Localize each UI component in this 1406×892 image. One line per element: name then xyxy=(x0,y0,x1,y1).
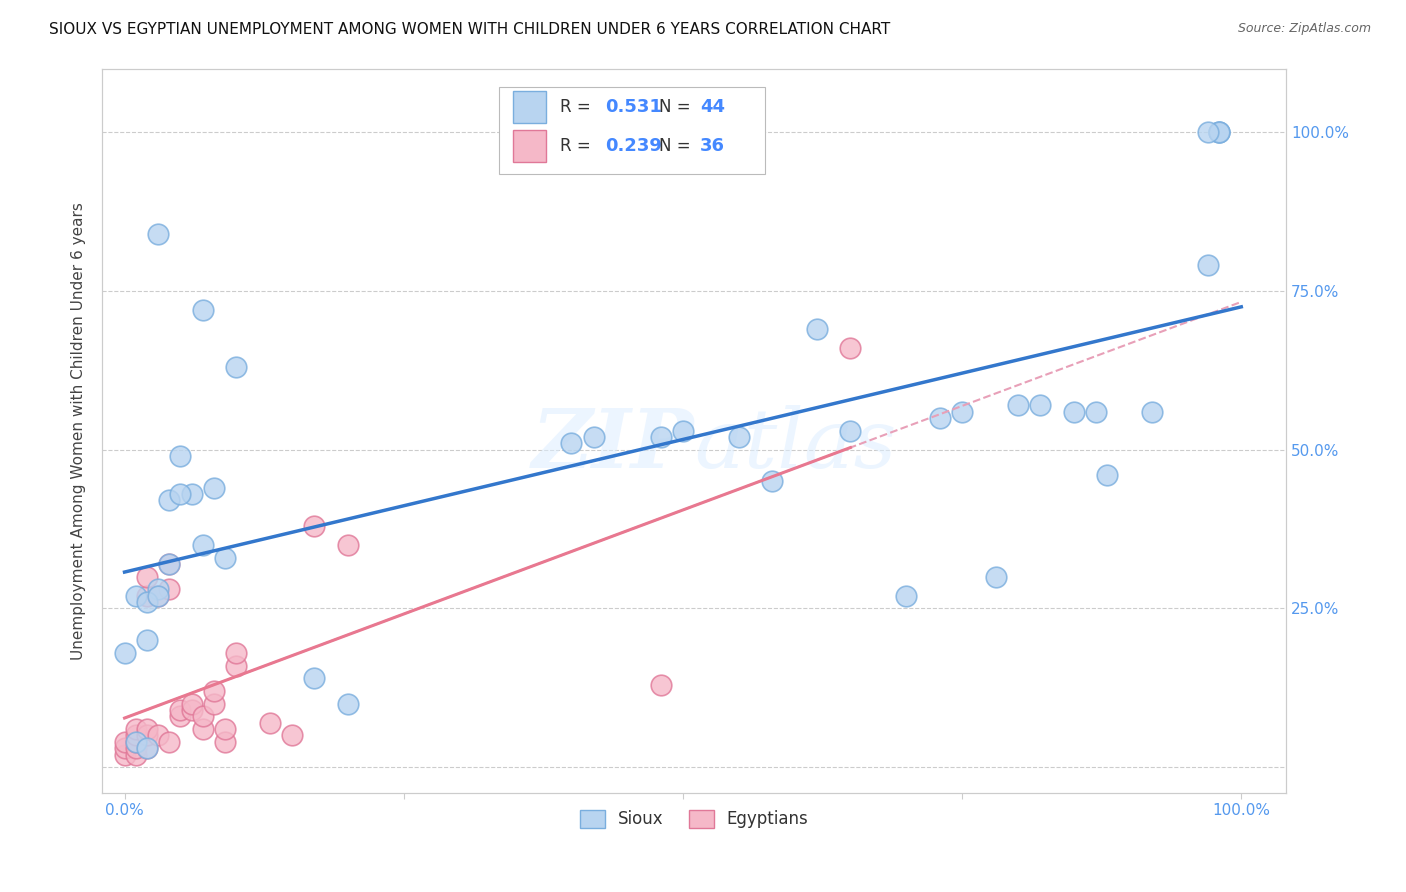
Point xyxy=(125,729,148,743)
Point xyxy=(761,475,783,489)
Point xyxy=(839,341,862,355)
Point xyxy=(157,557,180,571)
Point xyxy=(135,595,157,609)
Point xyxy=(1085,404,1108,418)
Point xyxy=(125,589,148,603)
Point xyxy=(169,449,191,463)
Point xyxy=(304,519,326,533)
Point xyxy=(125,722,148,736)
Point xyxy=(135,589,157,603)
Point xyxy=(169,703,191,717)
Point xyxy=(157,735,180,749)
Text: 44: 44 xyxy=(700,98,725,116)
Point xyxy=(1197,259,1219,273)
Point xyxy=(202,481,225,495)
Point xyxy=(727,430,749,444)
Point xyxy=(928,410,950,425)
FancyBboxPatch shape xyxy=(499,87,765,174)
Text: ZIP: ZIP xyxy=(531,405,695,485)
Point xyxy=(336,538,359,552)
Point xyxy=(125,735,148,749)
Point xyxy=(1208,125,1230,139)
Point xyxy=(146,729,169,743)
Text: Source: ZipAtlas.com: Source: ZipAtlas.com xyxy=(1237,22,1371,36)
Point xyxy=(191,538,214,552)
Y-axis label: Unemployment Among Women with Children Under 6 years: Unemployment Among Women with Children U… xyxy=(72,202,86,659)
Point xyxy=(114,741,136,756)
Point xyxy=(146,589,169,603)
Point xyxy=(225,646,247,660)
Text: atlas: atlas xyxy=(695,405,897,485)
Point xyxy=(304,671,326,685)
Point xyxy=(180,697,202,711)
Point xyxy=(135,741,157,756)
Point xyxy=(839,424,862,438)
Point xyxy=(1007,398,1029,412)
Point xyxy=(191,722,214,736)
Point xyxy=(180,703,202,717)
Text: 0.531: 0.531 xyxy=(606,98,662,116)
Point xyxy=(202,697,225,711)
Bar xyxy=(513,129,546,162)
Point xyxy=(336,697,359,711)
Bar xyxy=(513,91,546,123)
Text: N =: N = xyxy=(658,98,696,116)
Text: SIOUX VS EGYPTIAN UNEMPLOYMENT AMONG WOMEN WITH CHILDREN UNDER 6 YEARS CORRELATI: SIOUX VS EGYPTIAN UNEMPLOYMENT AMONG WOM… xyxy=(49,22,890,37)
Legend: Sioux, Egyptians: Sioux, Egyptians xyxy=(572,803,815,835)
Point xyxy=(135,570,157,584)
Point xyxy=(225,360,247,375)
Point xyxy=(135,741,157,756)
Point xyxy=(225,658,247,673)
Point xyxy=(806,322,828,336)
Point xyxy=(950,404,973,418)
Point xyxy=(560,436,582,450)
Point xyxy=(281,729,304,743)
Point xyxy=(180,487,202,501)
Point xyxy=(672,424,695,438)
Point xyxy=(1208,125,1230,139)
Point xyxy=(214,550,236,565)
Point xyxy=(114,747,136,762)
Point xyxy=(135,729,157,743)
Point xyxy=(114,735,136,749)
Point xyxy=(146,589,169,603)
Text: 0.239: 0.239 xyxy=(606,137,662,155)
Point xyxy=(1063,404,1085,418)
Point xyxy=(169,709,191,723)
Point xyxy=(202,684,225,698)
Point xyxy=(125,747,148,762)
Point xyxy=(582,430,605,444)
Point xyxy=(214,735,236,749)
Text: N =: N = xyxy=(658,137,696,155)
Point xyxy=(157,557,180,571)
Point xyxy=(146,582,169,597)
Point xyxy=(135,722,157,736)
Point xyxy=(1208,125,1230,139)
Point xyxy=(169,487,191,501)
Point xyxy=(1097,468,1119,483)
Point xyxy=(146,227,169,241)
Point xyxy=(191,709,214,723)
Text: R =: R = xyxy=(561,98,596,116)
Point xyxy=(114,646,136,660)
Point xyxy=(135,633,157,648)
Text: 36: 36 xyxy=(700,137,725,155)
Point xyxy=(157,582,180,597)
Point xyxy=(157,493,180,508)
Point xyxy=(259,715,281,730)
Point xyxy=(125,741,148,756)
Point xyxy=(896,589,918,603)
Point xyxy=(125,735,148,749)
Point xyxy=(214,722,236,736)
Text: R =: R = xyxy=(561,137,596,155)
Point xyxy=(1140,404,1163,418)
Point xyxy=(191,302,214,317)
Point xyxy=(984,570,1007,584)
Point xyxy=(650,678,672,692)
Point xyxy=(1029,398,1052,412)
Point xyxy=(1197,125,1219,139)
Point xyxy=(650,430,672,444)
